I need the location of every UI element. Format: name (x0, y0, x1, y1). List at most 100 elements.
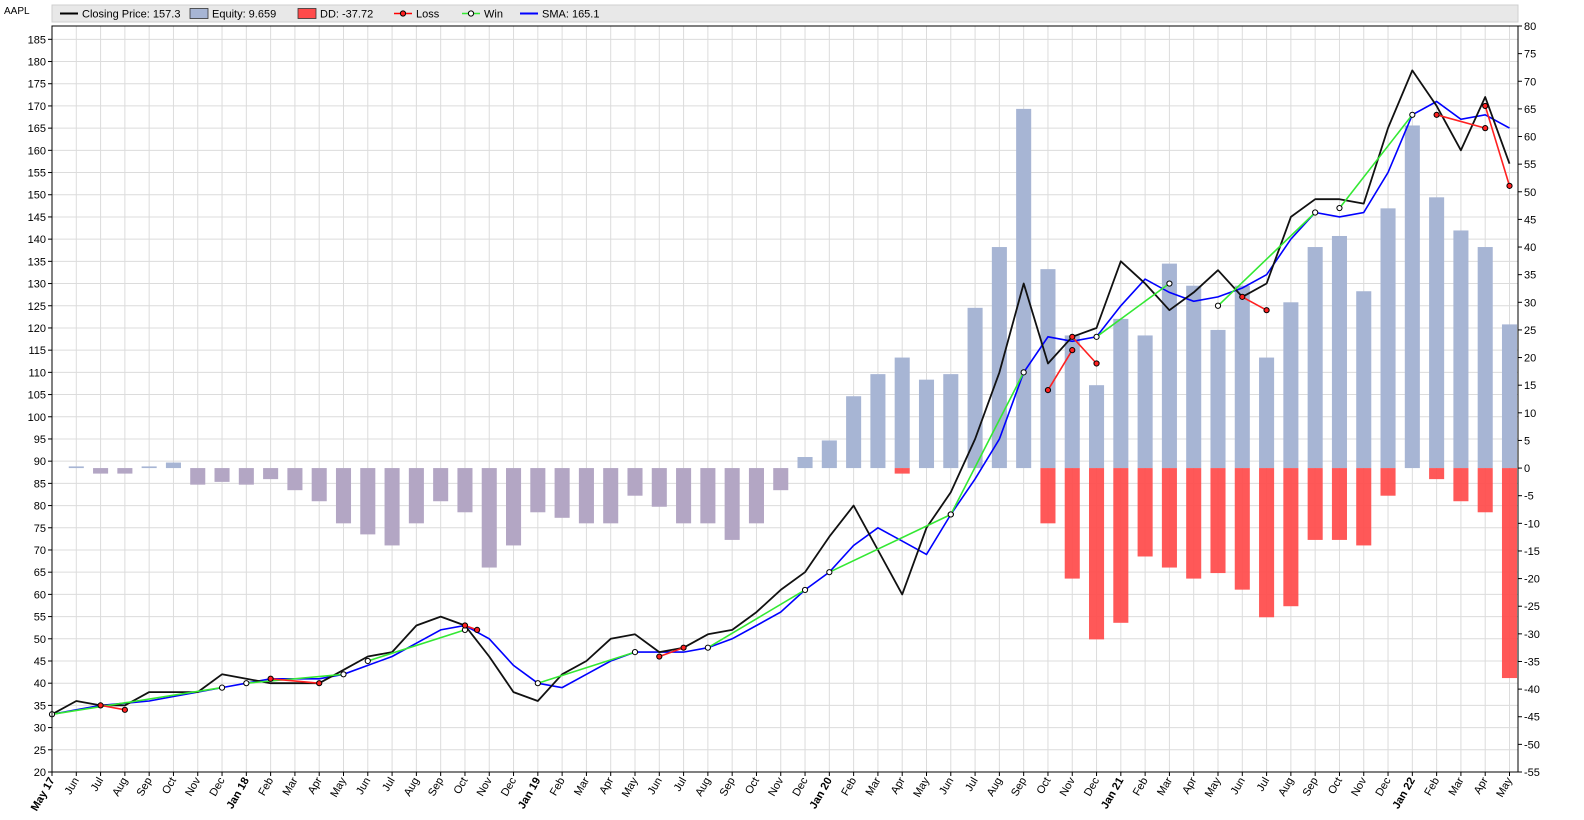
left-tick-label: 145 (28, 212, 46, 224)
equity-bar (506, 468, 522, 546)
left-tick-label: 120 (28, 323, 46, 335)
loss-trade-marker (656, 653, 663, 660)
win-trade-marker (534, 680, 541, 687)
left-tick-label: 25 (34, 745, 46, 757)
left-tick-label: 160 (28, 145, 46, 157)
equity-bar (554, 468, 570, 518)
left-tick-label: 130 (28, 279, 46, 291)
win-trade-line (828, 513, 952, 573)
equity-bar (1283, 302, 1299, 469)
equity-bar (578, 468, 594, 524)
equity-bar (676, 468, 692, 524)
right-tick-label: 0 (1524, 463, 1530, 475)
loss-trade-marker (461, 622, 469, 629)
left-tick-label: 60 (34, 589, 46, 601)
equity-bar (214, 468, 230, 482)
drawdown-bar (1137, 468, 1153, 557)
left-tick-label: 105 (28, 390, 46, 402)
loss-trade-marker (680, 644, 687, 651)
win-trade-marker (1020, 369, 1027, 376)
legend-swatch-box (189, 8, 209, 19)
right-tick-label: -20 (1524, 574, 1540, 586)
win-trade-line (1338, 114, 1413, 209)
equity-bar (1016, 108, 1032, 469)
legend-bar (51, 4, 1519, 23)
left-tick-label: 135 (28, 256, 46, 268)
equity-bar (117, 468, 133, 474)
legend-label: Equity: 9.659 (212, 9, 276, 21)
right-tick-label: 65 (1524, 104, 1536, 116)
left-tick-label: 150 (28, 190, 46, 202)
equity-bar (1089, 385, 1105, 469)
legend-swatch-marker (399, 10, 407, 17)
equity-bar (311, 468, 327, 502)
win-trade-line (950, 372, 1025, 515)
right-tick-label: -55 (1524, 767, 1540, 779)
loss-trade-marker (97, 702, 104, 709)
right-tick-label: -25 (1524, 601, 1540, 613)
drawdown-bar (1429, 468, 1445, 480)
win-trade-marker (704, 644, 711, 651)
equity-bar (1453, 230, 1469, 469)
right-tick-label: 20 (1524, 353, 1536, 365)
loss-trade-marker (1482, 102, 1489, 110)
equity-bar (1501, 324, 1518, 469)
left-tick-label: 175 (28, 79, 46, 91)
win-trade-marker (1409, 111, 1416, 118)
drawdown-bar (1161, 468, 1177, 568)
drawdown-bar (1307, 468, 1323, 540)
left-tick-label: 170 (28, 101, 46, 113)
drawdown-bar (894, 468, 910, 474)
win-trade-marker (1312, 209, 1319, 216)
legend-label: Win (484, 9, 503, 21)
right-tick-label: -40 (1524, 684, 1540, 696)
left-tick-label: 100 (28, 412, 46, 424)
left-tick-label: 140 (28, 234, 46, 246)
drawdown-bar (1501, 468, 1518, 679)
equity-bar (360, 468, 376, 535)
equity-bar (1380, 208, 1396, 469)
equity-bar (1161, 263, 1177, 469)
equity-bar (165, 462, 181, 469)
drawdown-bar (1477, 468, 1493, 513)
loss-trade-line (100, 704, 126, 711)
loss-trade-marker (316, 680, 323, 687)
equity-bar (408, 468, 424, 524)
loss-trade-marker (1069, 347, 1076, 354)
drawdown-bar (1283, 468, 1299, 607)
right-tick-label: -45 (1524, 712, 1540, 724)
left-tick-label: 115 (28, 345, 46, 357)
equity-bar (1186, 285, 1202, 469)
equity-bar (1307, 247, 1323, 469)
equity-bar (384, 468, 400, 546)
right-tick-label: -50 (1524, 739, 1540, 751)
left-tick-label: 45 (34, 656, 46, 668)
right-tick-label: 45 (1524, 214, 1536, 226)
equity-bar (894, 357, 910, 469)
loss-trade-marker (1482, 125, 1489, 132)
left-tick-label: 95 (34, 434, 46, 446)
loss-trade-line (270, 678, 320, 684)
equity-bar (530, 468, 546, 513)
win-trade-line (1096, 282, 1170, 338)
right-tick-label: 25 (1524, 325, 1536, 337)
loss-trade-line (1436, 114, 1486, 129)
equity-bar (1210, 329, 1226, 469)
left-tick-label: 20 (34, 767, 46, 779)
equity-bar (238, 468, 254, 485)
left-tick-label: 40 (34, 678, 46, 690)
drawdown-bar (1453, 468, 1469, 502)
equity-bar (918, 379, 935, 469)
equity-bar (991, 247, 1007, 469)
legend-label: DD: -37.72 (320, 9, 373, 21)
right-tick-label: 80 (1524, 21, 1536, 33)
equity-bar (821, 440, 837, 469)
equity-bar (1404, 125, 1420, 469)
loss-trade-marker (1433, 111, 1440, 118)
equity-bar (603, 468, 619, 524)
equity-bar (700, 468, 716, 524)
loss-trade-line (1071, 336, 1098, 365)
equity-bar (1234, 285, 1250, 469)
